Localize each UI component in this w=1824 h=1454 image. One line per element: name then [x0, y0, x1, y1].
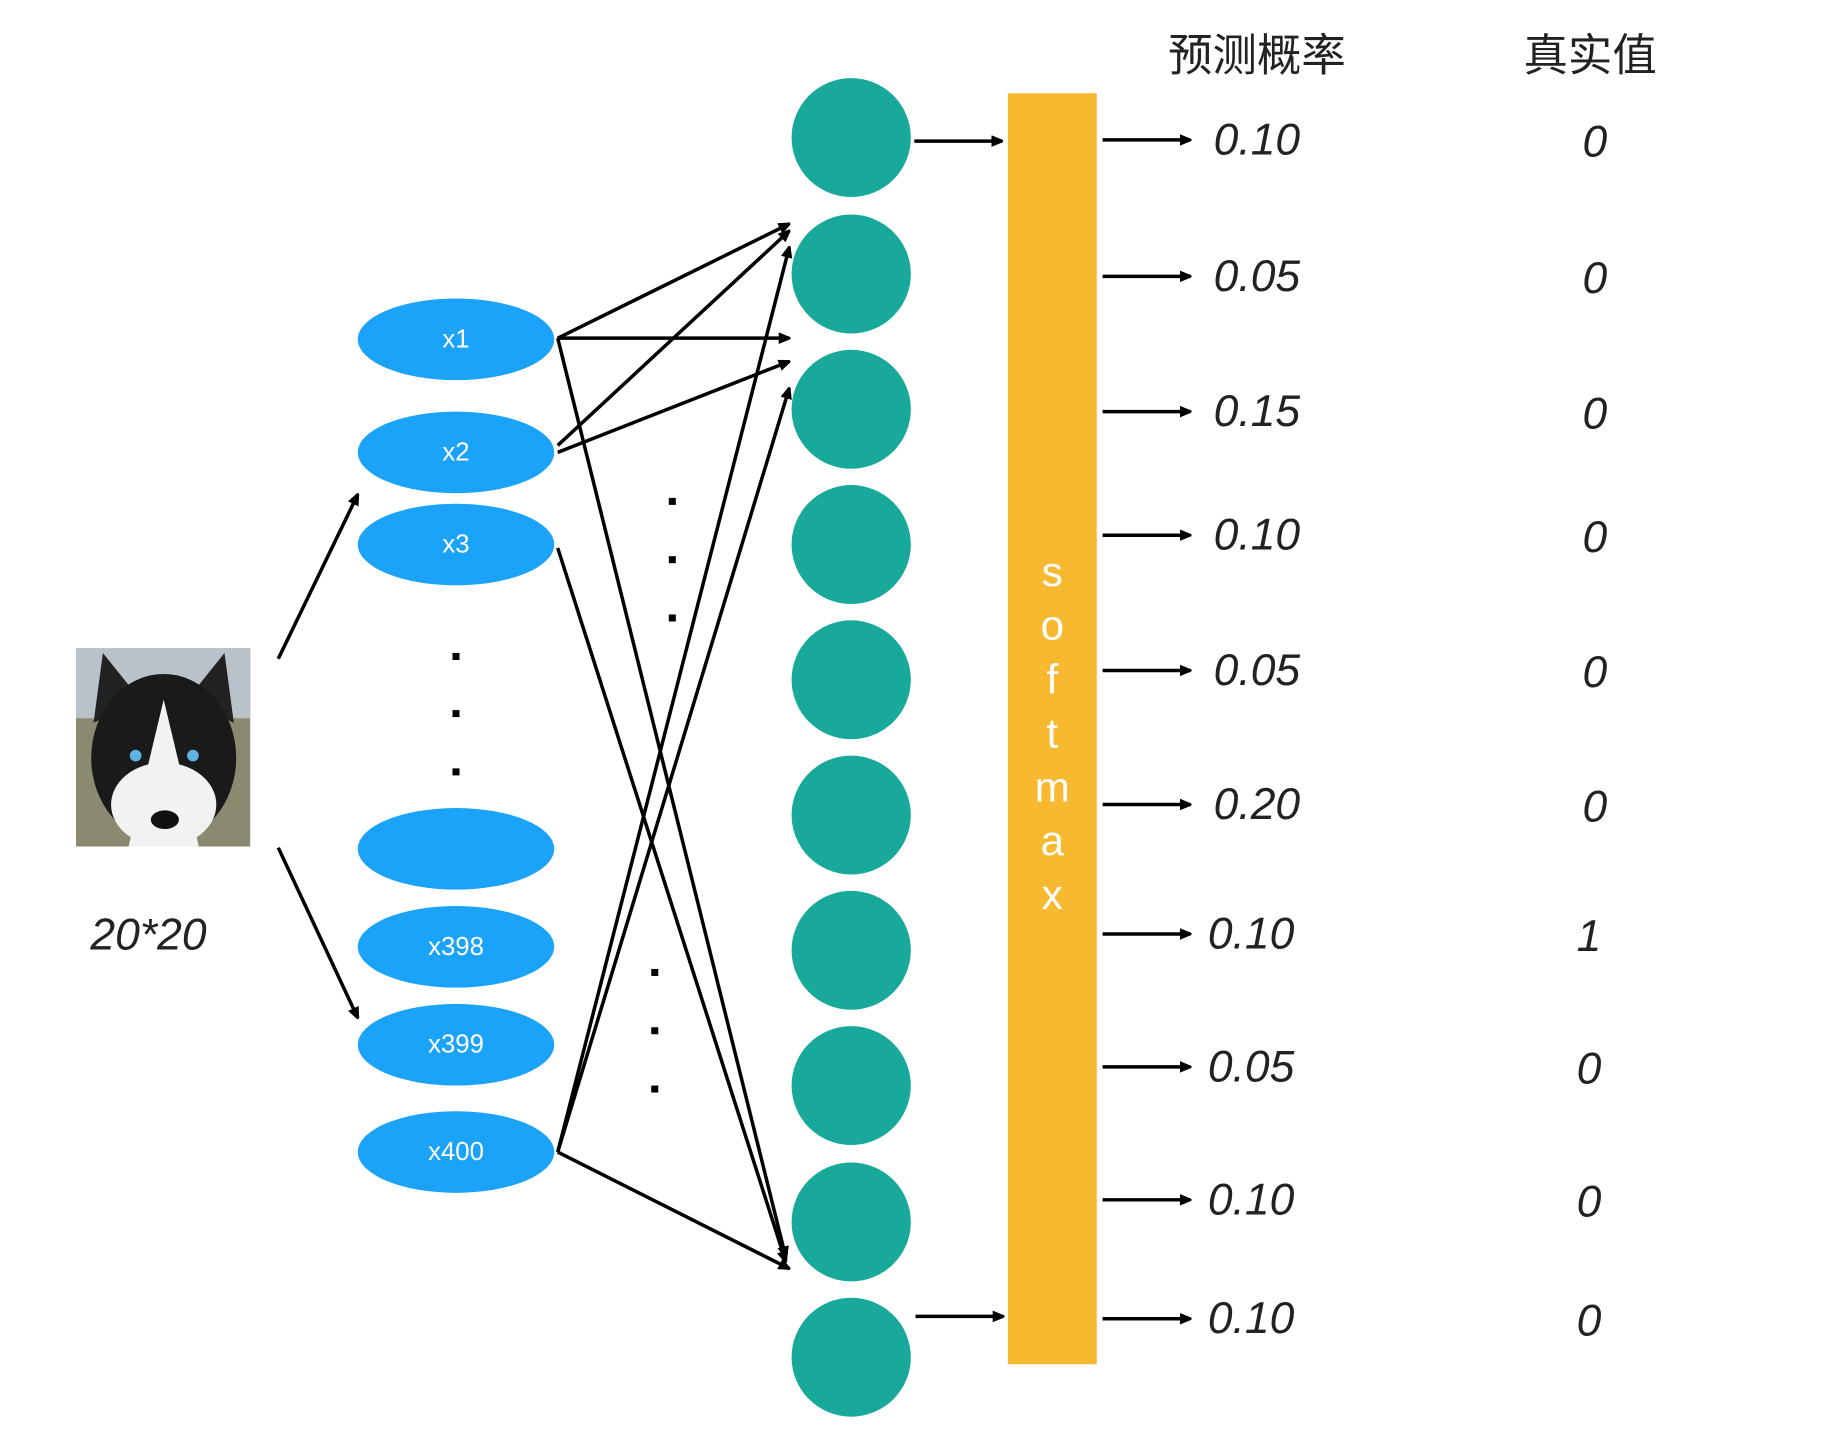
- predicted-probability: 0.05: [1214, 646, 1301, 695]
- ellipsis-dot: [668, 556, 676, 564]
- predicted-probability: 0.10: [1214, 115, 1301, 164]
- hidden-node: [791, 1162, 911, 1282]
- true-value: 0: [1577, 1045, 1602, 1094]
- input-node: [357, 298, 555, 381]
- ellipsis-dot: [651, 1027, 659, 1035]
- input-node-label: x399: [428, 1031, 484, 1059]
- input-layer: x1 x2 x3 x398 x399 x400: [357, 298, 555, 1193]
- softmax-letter: s: [1042, 548, 1063, 595]
- true-value: 0: [1577, 1178, 1602, 1227]
- softmax-letter: o: [1041, 602, 1064, 649]
- softmax-letter: x: [1042, 871, 1063, 918]
- input-node-label: x400: [428, 1138, 484, 1166]
- true-value: 1: [1577, 912, 1602, 961]
- true-value: 0: [1582, 513, 1607, 562]
- input-node: [357, 503, 555, 586]
- predicted-probability: 0.10: [1208, 909, 1295, 958]
- input-node: [357, 1111, 555, 1193]
- output-values: 0.10 0 0.05 0 0.15 0 0.10 0 0.05 0 0.20 0 0.10 1 0.05 0…: [1102, 115, 1608, 1346]
- softmax-letter: f: [1046, 656, 1058, 703]
- input-node-label: x1: [442, 325, 469, 353]
- ellipsis-dot: [452, 652, 460, 660]
- ellipsis-dot: [452, 768, 460, 776]
- predicted-probability: 0.15: [1214, 387, 1301, 436]
- hidden-node: [791, 1026, 911, 1146]
- input-node-label: x3: [442, 531, 469, 559]
- image-to-input-arrow: [276, 494, 360, 660]
- hidden-node: [791, 755, 911, 875]
- weight-arrow: [556, 547, 786, 1262]
- weight-arrow: [556, 337, 786, 1257]
- ellipsis-dot: [651, 1085, 659, 1093]
- softmax-bar: [1007, 93, 1097, 1365]
- hidden-node: [791, 214, 911, 334]
- true-value: 0: [1582, 118, 1607, 167]
- weight-arrow: [557, 359, 790, 455]
- weight-arrow: [556, 388, 790, 1153]
- ellipsis-dot: [668, 614, 676, 622]
- softmax-letter: m: [1035, 763, 1070, 810]
- connections: [276, 141, 1003, 1316]
- input-node: [357, 905, 555, 988]
- input-node-label: x398: [428, 933, 484, 961]
- ellipsis-dot: [668, 497, 676, 505]
- weight-arrow: [556, 247, 790, 1153]
- true-value-header: 真实值: [1524, 31, 1657, 82]
- predicted-probability: 0.05: [1214, 252, 1301, 301]
- hidden-node: [791, 1297, 911, 1417]
- softmax-letter: t: [1046, 709, 1058, 756]
- predicted-probability: 0.10: [1208, 1294, 1295, 1343]
- true-value: 0: [1577, 1297, 1602, 1346]
- weight-arrow: [556, 1150, 790, 1269]
- input-node: [357, 411, 555, 494]
- hidden-node: [791, 620, 911, 740]
- weight-arrow: [556, 231, 790, 447]
- husky-image: [76, 648, 251, 847]
- input-node: [357, 1003, 555, 1086]
- image-to-input-arrow: [276, 846, 360, 1018]
- predicted-probability: 0.20: [1214, 780, 1301, 829]
- true-value: 0: [1582, 782, 1607, 831]
- hidden-layer: [791, 78, 911, 1417]
- softmax-letter: a: [1041, 817, 1065, 864]
- hidden-node: [791, 890, 911, 1010]
- ellipsis-dots: [452, 497, 676, 1093]
- hidden-node: [791, 485, 911, 604]
- ellipsis-dot: [452, 710, 460, 718]
- predicted-probability-header: 预测概率: [1168, 31, 1346, 82]
- weight-arrow: [556, 222, 790, 340]
- predicted-probability: 0.10: [1208, 1175, 1295, 1224]
- input-node: [357, 808, 555, 890]
- predicted-probability: 0.10: [1214, 511, 1301, 560]
- hidden-node: [791, 349, 911, 469]
- image-size-label: 20*20: [89, 911, 206, 960]
- true-value: 0: [1582, 389, 1607, 438]
- hidden-node: [791, 78, 911, 198]
- true-value: 0: [1582, 254, 1607, 303]
- true-value: 0: [1582, 648, 1607, 697]
- input-node-label: x2: [442, 438, 469, 466]
- ellipsis-dot: [651, 968, 659, 976]
- predicted-probability: 0.05: [1208, 1042, 1295, 1091]
